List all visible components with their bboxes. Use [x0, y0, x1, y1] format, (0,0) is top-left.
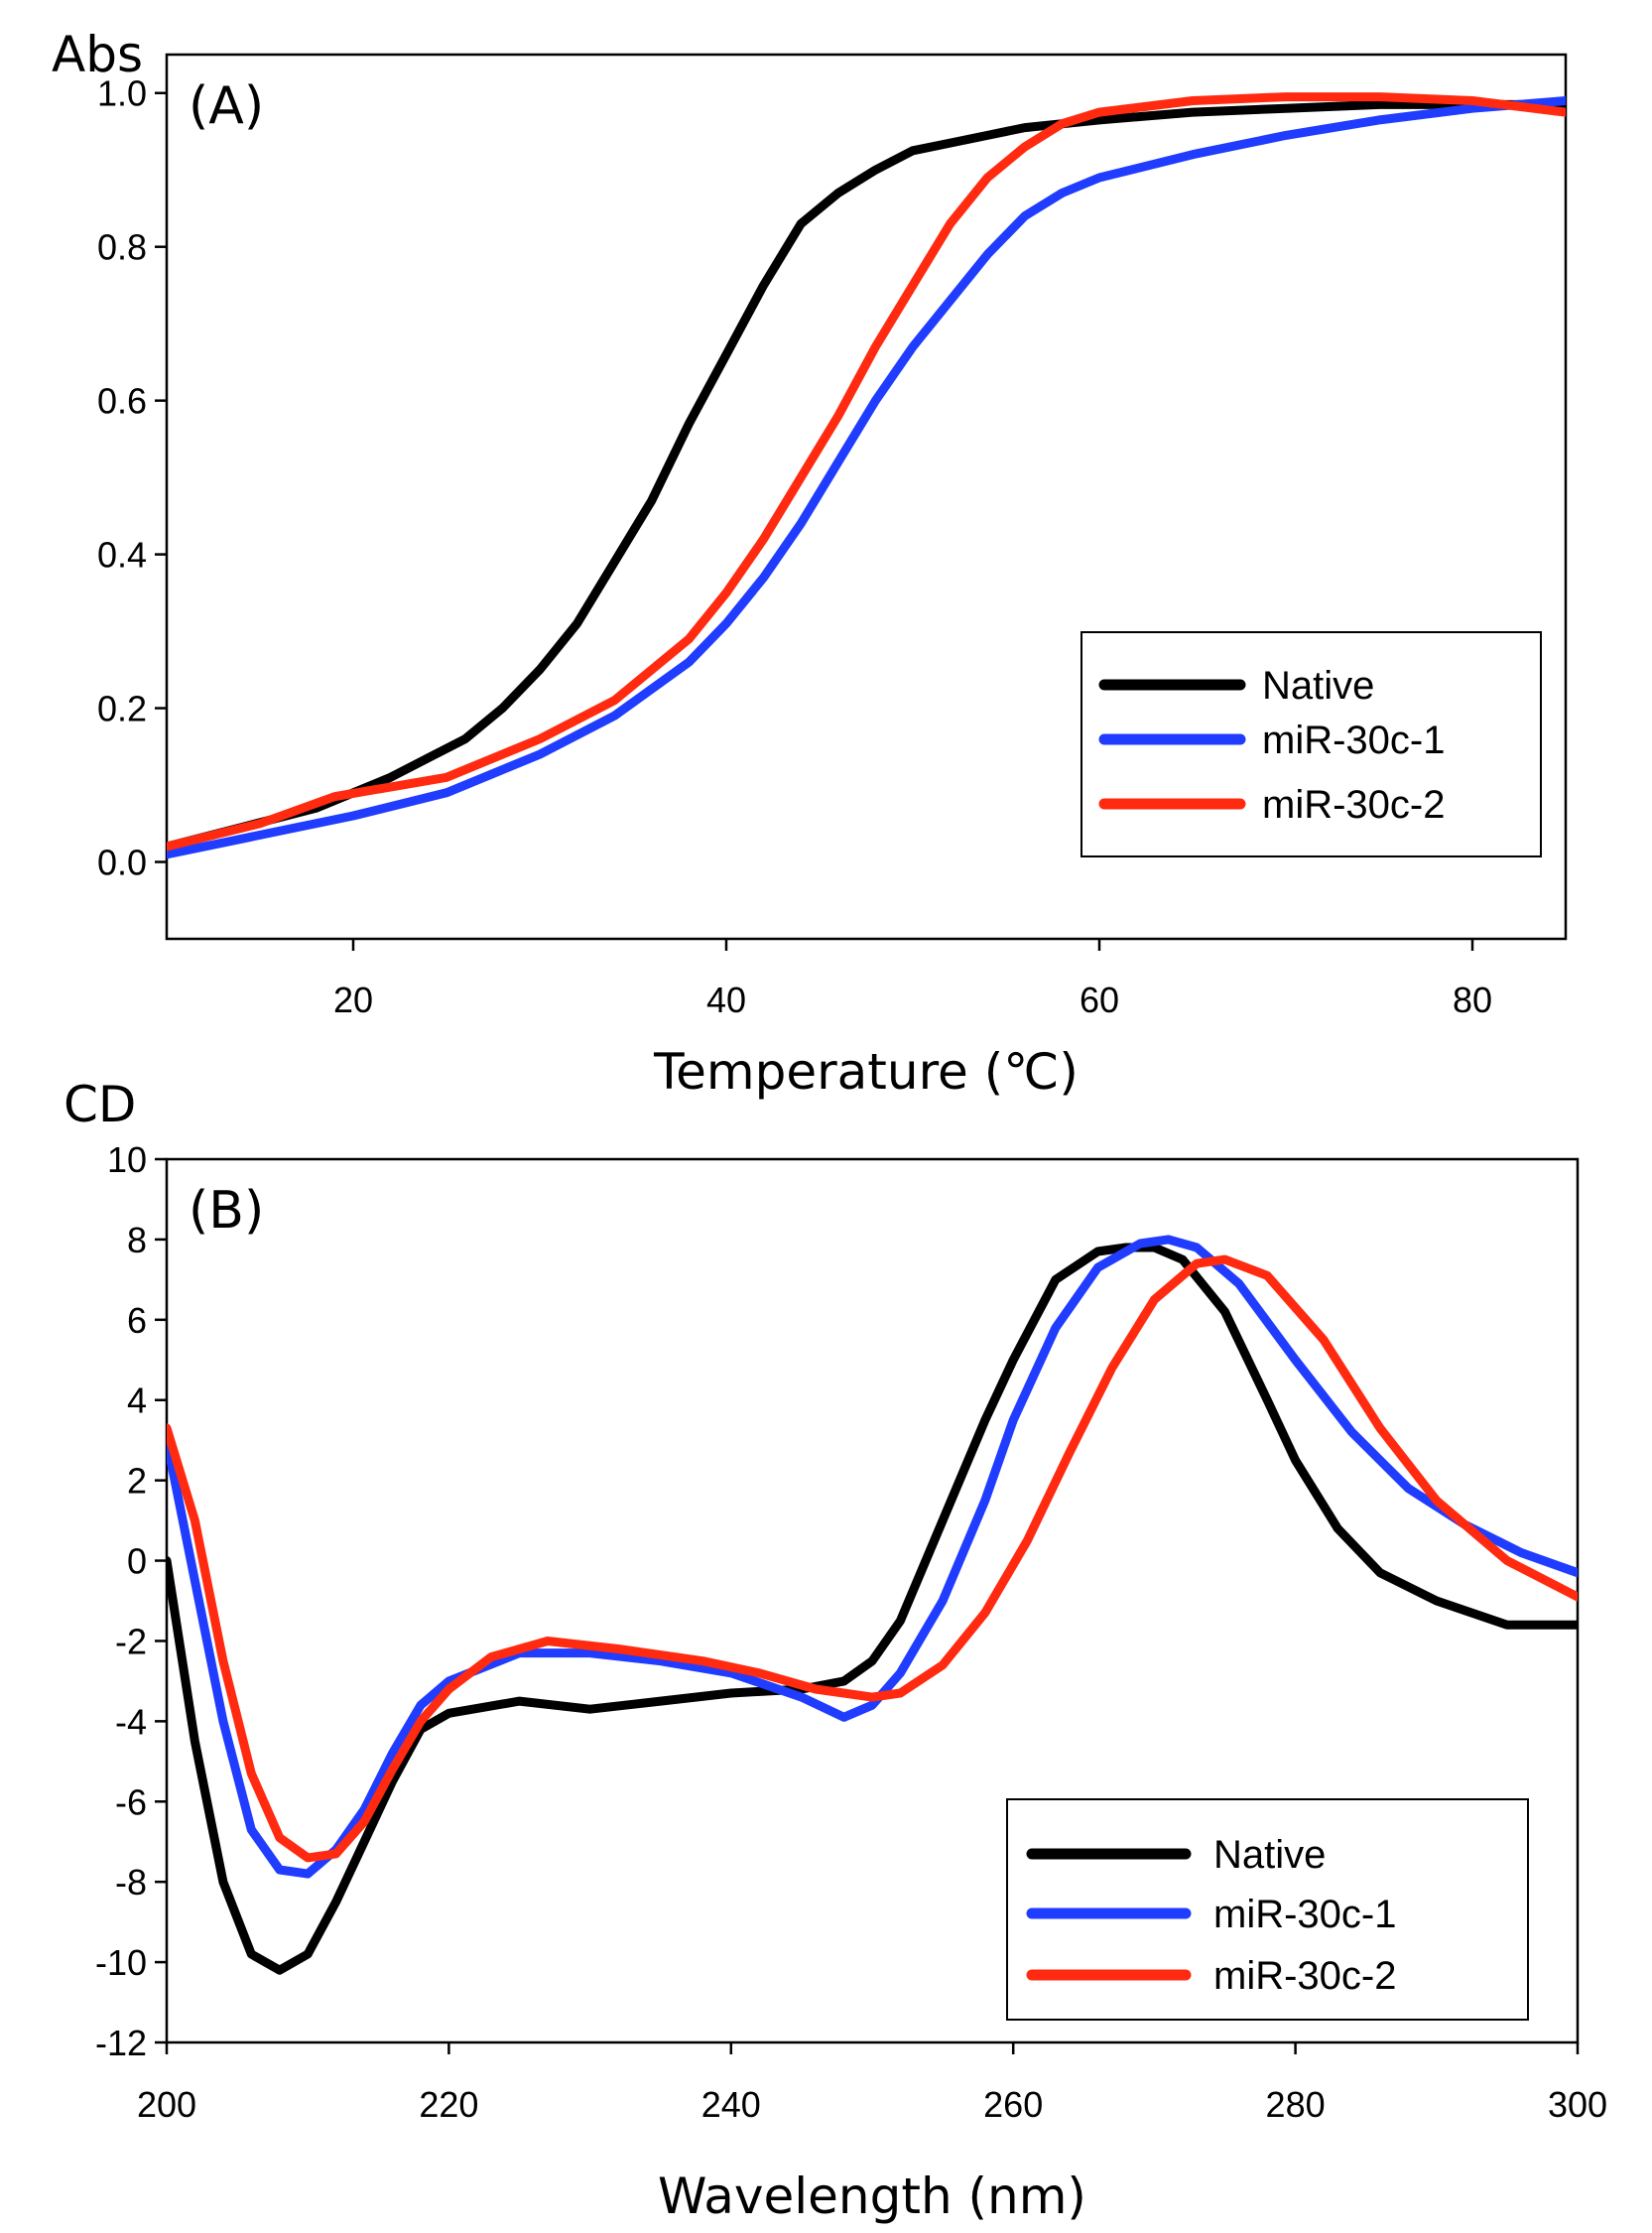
y-tick-label: 2: [127, 1461, 147, 1502]
x-tick-label: 240: [701, 2084, 761, 2125]
x-tick-label: 300: [1548, 2084, 1607, 2125]
y-tick-label: 0.2: [97, 689, 147, 729]
legend-label: Native: [1213, 1833, 1326, 1877]
series-line-native: [167, 1243, 1578, 1975]
y-tick-label: 0.6: [97, 381, 147, 422]
series-line-mir-30c-1: [167, 1235, 1578, 1879]
legend-label: miR-30c-1: [1262, 719, 1445, 762]
y-tick-label: 0.8: [97, 227, 147, 268]
y-tick-label: 0.0: [97, 843, 147, 883]
x-tick-label: 40: [706, 980, 746, 1020]
x-tick-label: 20: [333, 980, 373, 1020]
x-tick-label: 260: [983, 2084, 1043, 2125]
y-tick-label: 8: [127, 1220, 147, 1260]
panel-a-absorbance-chart: 0.0 0.2 0.4 0.6 0.8 1.0 20 40 60 80 Abs Temperature…: [52, 26, 1568, 1101]
series-line-native: [167, 99, 1566, 852]
y-tick-label: -2: [115, 1621, 147, 1661]
y-tick-label: -4: [115, 1701, 147, 1742]
y-axis-title: CD: [64, 1076, 136, 1133]
y-tick-label: -6: [115, 1781, 147, 1822]
x-axis-title: Temperature (℃): [653, 1043, 1079, 1101]
y-tick-label: 6: [127, 1300, 147, 1341]
panel-label: (A): [189, 76, 264, 136]
y-tick-label: 10: [107, 1139, 147, 1180]
y-tick-label: -10: [95, 1942, 147, 1983]
panel-label: (B): [189, 1181, 264, 1241]
y-tick-label: -12: [95, 2023, 147, 2063]
y-tick-label: 1.0: [97, 73, 147, 114]
x-tick-label: 280: [1266, 2084, 1326, 2125]
legend-label: miR-30c-1: [1213, 1893, 1396, 1936]
x-tick-label: 60: [1080, 980, 1119, 1020]
series-line-mir-30c-1: [167, 96, 1566, 859]
x-axis-title: Wavelength (nm): [658, 2167, 1086, 2225]
y-tick-label: 4: [127, 1380, 147, 1421]
x-tick-label: 200: [137, 2084, 196, 2125]
y-tick-label: 0: [127, 1541, 147, 1582]
x-tick-label: 220: [419, 2084, 478, 2125]
y-axis-title: Abs: [52, 26, 143, 83]
legend-label: Native: [1262, 664, 1374, 708]
legend-label: miR-30c-2: [1213, 1954, 1396, 1998]
plot-frame: [165, 53, 1568, 941]
x-tick-label: 80: [1453, 980, 1492, 1020]
series-line-mir-30c-2: [167, 92, 1566, 852]
y-tick-label: -8: [115, 1862, 147, 1903]
legend-label: miR-30c-2: [1262, 783, 1445, 827]
panel-b-cd-chart: -12 -10 -8 -6 -4 -2 0 2 4 6 8 10 200 220 240 260 280 300 C…: [64, 1076, 1607, 2225]
series-line-mir-30c-2: [167, 1254, 1578, 1863]
y-tick-label: 0.4: [97, 535, 147, 576]
